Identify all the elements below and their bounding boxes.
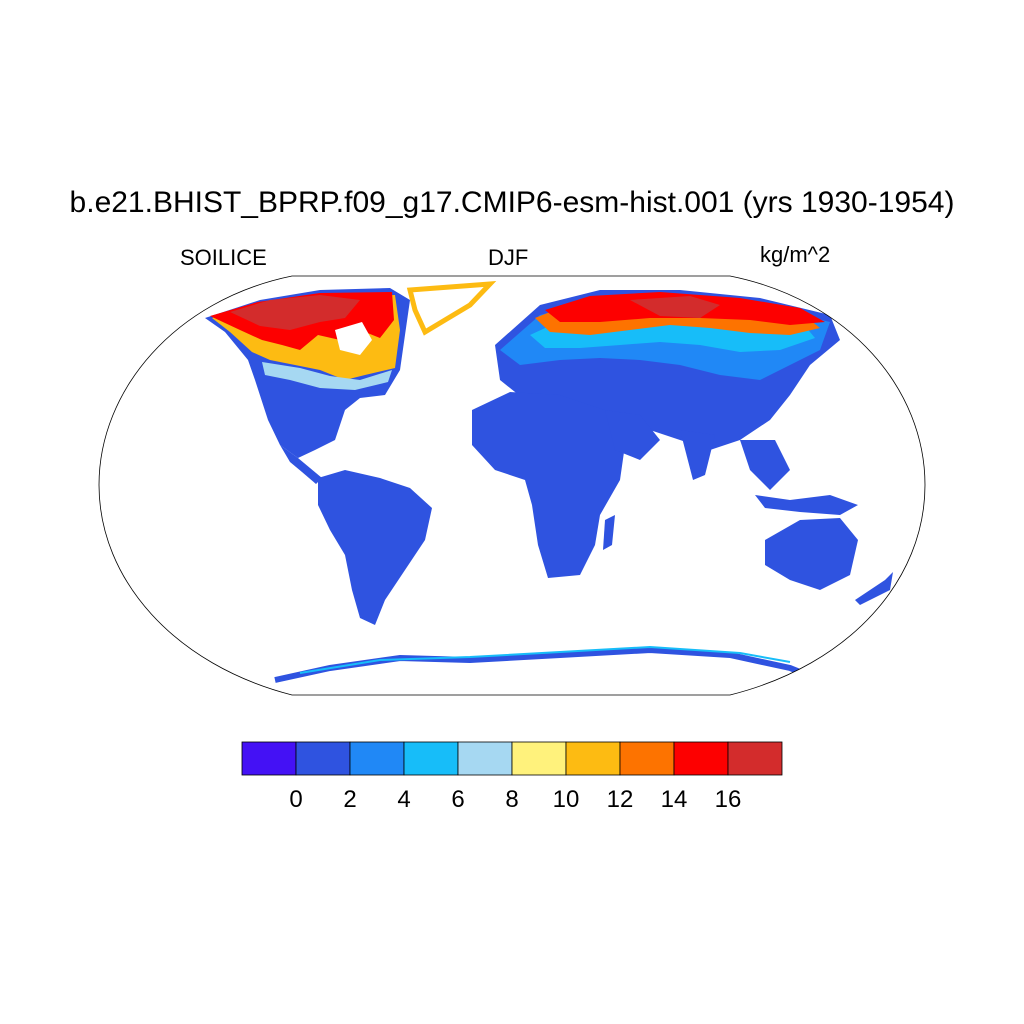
antarctica-rim — [299, 645, 791, 674]
india — [680, 430, 715, 480]
colorbar-swatch — [349, 741, 405, 776]
colorbar-tick-label: 0 — [289, 786, 303, 813]
colorbar-swatch — [457, 741, 513, 776]
new-zealand — [855, 572, 893, 605]
south-america — [318, 470, 432, 625]
colorbar-tick-label: 2 — [343, 786, 357, 813]
madagascar — [603, 515, 615, 550]
hudson-bay — [335, 322, 372, 355]
colorbar-swatch — [295, 741, 351, 776]
colorbar-swatch — [673, 741, 729, 776]
map-title: b.e21.BHIST_BPRP.f09_g17.CMIP6-esm-hist.… — [69, 186, 955, 219]
colorbar-tick-label: 14 — [660, 786, 688, 813]
antarctica — [274, 646, 822, 683]
colorbar-tick-label: 4 — [397, 786, 411, 813]
se-asia — [740, 440, 790, 490]
colorbar-tick-label: 16 — [714, 786, 742, 813]
africa — [472, 392, 625, 578]
colorbar-swatch — [727, 741, 783, 776]
globe-outline — [98, 275, 926, 696]
maritime-continent — [755, 495, 858, 515]
colorbar-swatch — [241, 741, 297, 776]
colorbar-swatch — [619, 741, 675, 776]
na-darkred — [230, 295, 360, 330]
arabia — [605, 410, 660, 460]
variable-label: SOILICE — [180, 245, 267, 270]
colorbar-tick-label: 6 — [451, 786, 465, 813]
units-label: kg/m^2 — [760, 242, 831, 267]
colorbar-tick-label: 12 — [606, 786, 634, 813]
season-label: DJF — [488, 245, 529, 270]
siberia-darkred — [630, 296, 720, 318]
colorbar-tick-label: 8 — [505, 786, 519, 813]
colorbar — [241, 741, 783, 776]
australia — [765, 518, 858, 590]
colorbar-swatch — [565, 741, 621, 776]
land-field — [205, 281, 893, 683]
na-light-band — [262, 362, 392, 390]
colorbar-swatch — [511, 741, 567, 776]
greenland — [406, 281, 497, 336]
colorbar-tick-label: 10 — [552, 786, 580, 813]
colorbar-swatch — [403, 741, 459, 776]
central-america — [280, 445, 322, 484]
